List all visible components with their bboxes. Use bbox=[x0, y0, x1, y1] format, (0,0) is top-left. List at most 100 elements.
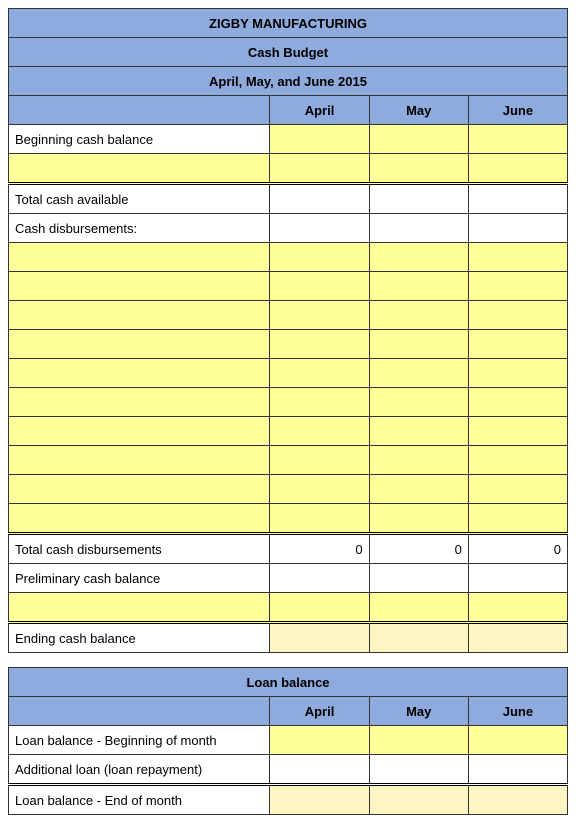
input-cell[interactable] bbox=[369, 593, 468, 623]
calc-cell bbox=[468, 564, 567, 593]
input-cell[interactable] bbox=[270, 388, 369, 417]
input-cell[interactable] bbox=[369, 125, 468, 154]
label-total-disbursements: Total cash disbursements bbox=[9, 534, 270, 564]
input-cell[interactable] bbox=[9, 475, 270, 504]
input-cell[interactable] bbox=[369, 446, 468, 475]
input-cell[interactable] bbox=[9, 388, 270, 417]
blank-cell bbox=[369, 214, 468, 243]
result-cell bbox=[270, 623, 369, 653]
result-cell bbox=[369, 623, 468, 653]
blank-cell bbox=[468, 214, 567, 243]
input-cell[interactable] bbox=[468, 359, 567, 388]
input-cell[interactable] bbox=[270, 359, 369, 388]
total-disb-may: 0 bbox=[369, 534, 468, 564]
input-cell[interactable] bbox=[9, 504, 270, 534]
input-cell[interactable] bbox=[270, 330, 369, 359]
period-header: April, May, and June 2015 bbox=[9, 67, 568, 96]
row-loan-end: Loan balance - End of month bbox=[9, 785, 568, 815]
row-disb-item bbox=[9, 446, 568, 475]
input-cell[interactable] bbox=[468, 154, 567, 184]
input-cell[interactable] bbox=[270, 243, 369, 272]
input-cell[interactable] bbox=[468, 593, 567, 623]
input-cell[interactable] bbox=[468, 301, 567, 330]
input-cell[interactable] bbox=[270, 504, 369, 534]
input-cell[interactable] bbox=[9, 593, 270, 623]
label-ending-cash-balance: Ending cash balance bbox=[9, 623, 270, 653]
input-cell[interactable] bbox=[9, 272, 270, 301]
input-cell[interactable] bbox=[468, 388, 567, 417]
col-blank bbox=[9, 96, 270, 125]
input-cell[interactable] bbox=[270, 446, 369, 475]
label-loan-beginning: Loan balance - Beginning of month bbox=[9, 726, 270, 755]
row-disb-item bbox=[9, 330, 568, 359]
row-disb-item bbox=[9, 301, 568, 330]
input-cell[interactable] bbox=[369, 301, 468, 330]
input-cell[interactable] bbox=[468, 243, 567, 272]
input-cell[interactable] bbox=[468, 446, 567, 475]
input-cell[interactable] bbox=[9, 330, 270, 359]
input-cell[interactable] bbox=[270, 125, 369, 154]
total-disb-june: 0 bbox=[468, 534, 567, 564]
input-cell[interactable] bbox=[468, 272, 567, 301]
input-cell[interactable] bbox=[9, 301, 270, 330]
input-cell[interactable] bbox=[468, 417, 567, 446]
input-cell[interactable] bbox=[468, 475, 567, 504]
loan-col-june: June bbox=[468, 697, 567, 726]
input-cell[interactable] bbox=[270, 301, 369, 330]
input-cell[interactable] bbox=[9, 359, 270, 388]
row-beginning-cash: Beginning cash balance bbox=[9, 125, 568, 154]
col-may: May bbox=[369, 96, 468, 125]
title-header: Cash Budget bbox=[9, 38, 568, 67]
input-cell[interactable] bbox=[270, 726, 369, 755]
total-disb-april: 0 bbox=[270, 534, 369, 564]
calc-cell bbox=[369, 184, 468, 214]
input-cell[interactable] bbox=[369, 726, 468, 755]
label-total-cash-available: Total cash available bbox=[9, 184, 270, 214]
input-cell[interactable] bbox=[369, 504, 468, 534]
input-cell[interactable] bbox=[270, 417, 369, 446]
input-cell[interactable] bbox=[9, 154, 270, 184]
row-loan-beginning: Loan balance - Beginning of month bbox=[9, 726, 568, 755]
result-cell bbox=[468, 623, 567, 653]
row-disb-item bbox=[9, 243, 568, 272]
calc-cell bbox=[270, 755, 369, 785]
input-cell[interactable] bbox=[270, 154, 369, 184]
calc-cell bbox=[270, 184, 369, 214]
input-cell[interactable] bbox=[9, 446, 270, 475]
result-cell bbox=[468, 785, 567, 815]
input-cell[interactable] bbox=[9, 417, 270, 446]
row-blank-input bbox=[9, 593, 568, 623]
input-cell[interactable] bbox=[369, 154, 468, 184]
input-cell[interactable] bbox=[468, 330, 567, 359]
row-disb-item bbox=[9, 388, 568, 417]
row-loan-additional: Additional loan (loan repayment) bbox=[9, 755, 568, 785]
row-ending-cash-balance: Ending cash balance bbox=[9, 623, 568, 653]
input-cell[interactable] bbox=[468, 125, 567, 154]
loan-section-title: Loan balance bbox=[9, 668, 568, 697]
input-cell[interactable] bbox=[9, 243, 270, 272]
loan-col-april: April bbox=[270, 697, 369, 726]
label-preliminary-balance: Preliminary cash balance bbox=[9, 564, 270, 593]
row-blank-input bbox=[9, 154, 568, 184]
input-cell[interactable] bbox=[369, 417, 468, 446]
input-cell[interactable] bbox=[270, 593, 369, 623]
row-disb-item bbox=[9, 359, 568, 388]
input-cell[interactable] bbox=[369, 359, 468, 388]
result-cell bbox=[270, 785, 369, 815]
input-cell[interactable] bbox=[270, 475, 369, 504]
input-cell[interactable] bbox=[369, 388, 468, 417]
input-cell[interactable] bbox=[369, 272, 468, 301]
calc-cell bbox=[369, 755, 468, 785]
calc-cell bbox=[369, 564, 468, 593]
input-cell[interactable] bbox=[270, 272, 369, 301]
row-total-disbursements: Total cash disbursements 0 0 0 bbox=[9, 534, 568, 564]
cash-budget-table: ZIGBY MANUFACTURING Cash Budget April, M… bbox=[8, 8, 568, 815]
input-cell[interactable] bbox=[468, 726, 567, 755]
loan-col-blank bbox=[9, 697, 270, 726]
input-cell[interactable] bbox=[369, 475, 468, 504]
row-disb-item bbox=[9, 504, 568, 534]
input-cell[interactable] bbox=[468, 504, 567, 534]
input-cell[interactable] bbox=[369, 243, 468, 272]
company-header: ZIGBY MANUFACTURING bbox=[9, 9, 568, 38]
input-cell[interactable] bbox=[369, 330, 468, 359]
